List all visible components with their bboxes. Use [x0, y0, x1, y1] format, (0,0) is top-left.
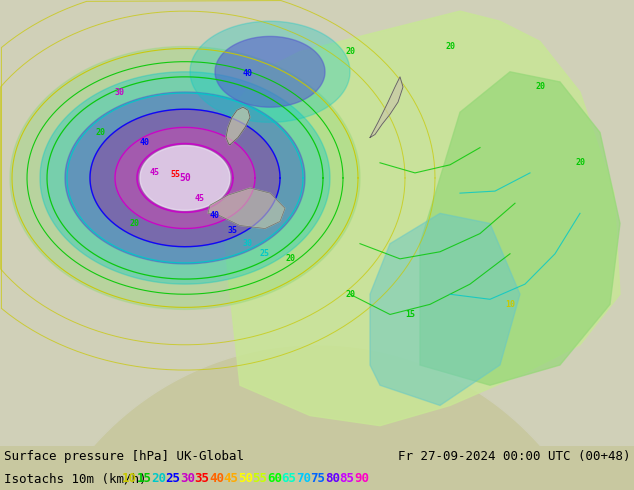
Text: 20: 20 [535, 82, 545, 92]
Text: 10: 10 [505, 300, 515, 309]
Text: 15: 15 [136, 472, 152, 486]
Polygon shape [420, 72, 620, 385]
Text: 20: 20 [345, 47, 355, 56]
Text: 50: 50 [179, 173, 191, 183]
Text: 20: 20 [130, 219, 140, 228]
Text: Fr 27-09-2024 00:00 UTC (00+48): Fr 27-09-2024 00:00 UTC (00+48) [398, 450, 630, 464]
Polygon shape [10, 47, 360, 309]
Polygon shape [226, 107, 250, 145]
Text: 25: 25 [165, 472, 181, 486]
Text: 40: 40 [140, 138, 150, 147]
Text: 15: 15 [405, 310, 415, 319]
Text: 35: 35 [228, 226, 238, 235]
Polygon shape [190, 21, 350, 122]
Text: 20: 20 [345, 290, 355, 299]
Text: 75: 75 [311, 472, 325, 486]
Text: 60: 60 [267, 472, 282, 486]
Text: 30: 30 [115, 88, 125, 97]
Text: 55: 55 [252, 472, 268, 486]
Text: 50: 50 [238, 472, 253, 486]
Polygon shape [370, 77, 403, 138]
Polygon shape [65, 92, 305, 264]
Text: 65: 65 [281, 472, 297, 486]
Text: 20: 20 [285, 254, 295, 263]
Text: 20: 20 [445, 42, 455, 51]
Polygon shape [215, 36, 325, 107]
Text: 40: 40 [210, 211, 220, 220]
Text: 10: 10 [122, 472, 137, 486]
Text: 40: 40 [243, 69, 253, 78]
Polygon shape [208, 188, 285, 228]
Polygon shape [140, 146, 230, 210]
Polygon shape [115, 127, 255, 228]
Text: 45: 45 [224, 472, 238, 486]
Polygon shape [370, 213, 520, 405]
Polygon shape [40, 72, 330, 284]
Text: 55: 55 [170, 171, 180, 179]
Text: 80: 80 [325, 472, 340, 486]
Text: 20: 20 [95, 128, 105, 137]
Polygon shape [90, 109, 280, 246]
Text: Isotachs 10m (km/h): Isotachs 10m (km/h) [4, 472, 146, 486]
Text: 45: 45 [195, 194, 205, 203]
Text: 25: 25 [260, 249, 270, 258]
Text: 85: 85 [339, 472, 354, 486]
Polygon shape [220, 11, 620, 426]
Text: 35: 35 [195, 472, 209, 486]
Text: Surface pressure [hPa] UK-Global: Surface pressure [hPa] UK-Global [4, 450, 244, 464]
Text: 40: 40 [209, 472, 224, 486]
Text: 70: 70 [296, 472, 311, 486]
Text: 20: 20 [575, 158, 585, 167]
Text: 90: 90 [354, 472, 369, 486]
Text: 30: 30 [243, 239, 253, 248]
Text: 45: 45 [150, 169, 160, 177]
Text: 20: 20 [151, 472, 166, 486]
Text: 30: 30 [180, 472, 195, 486]
